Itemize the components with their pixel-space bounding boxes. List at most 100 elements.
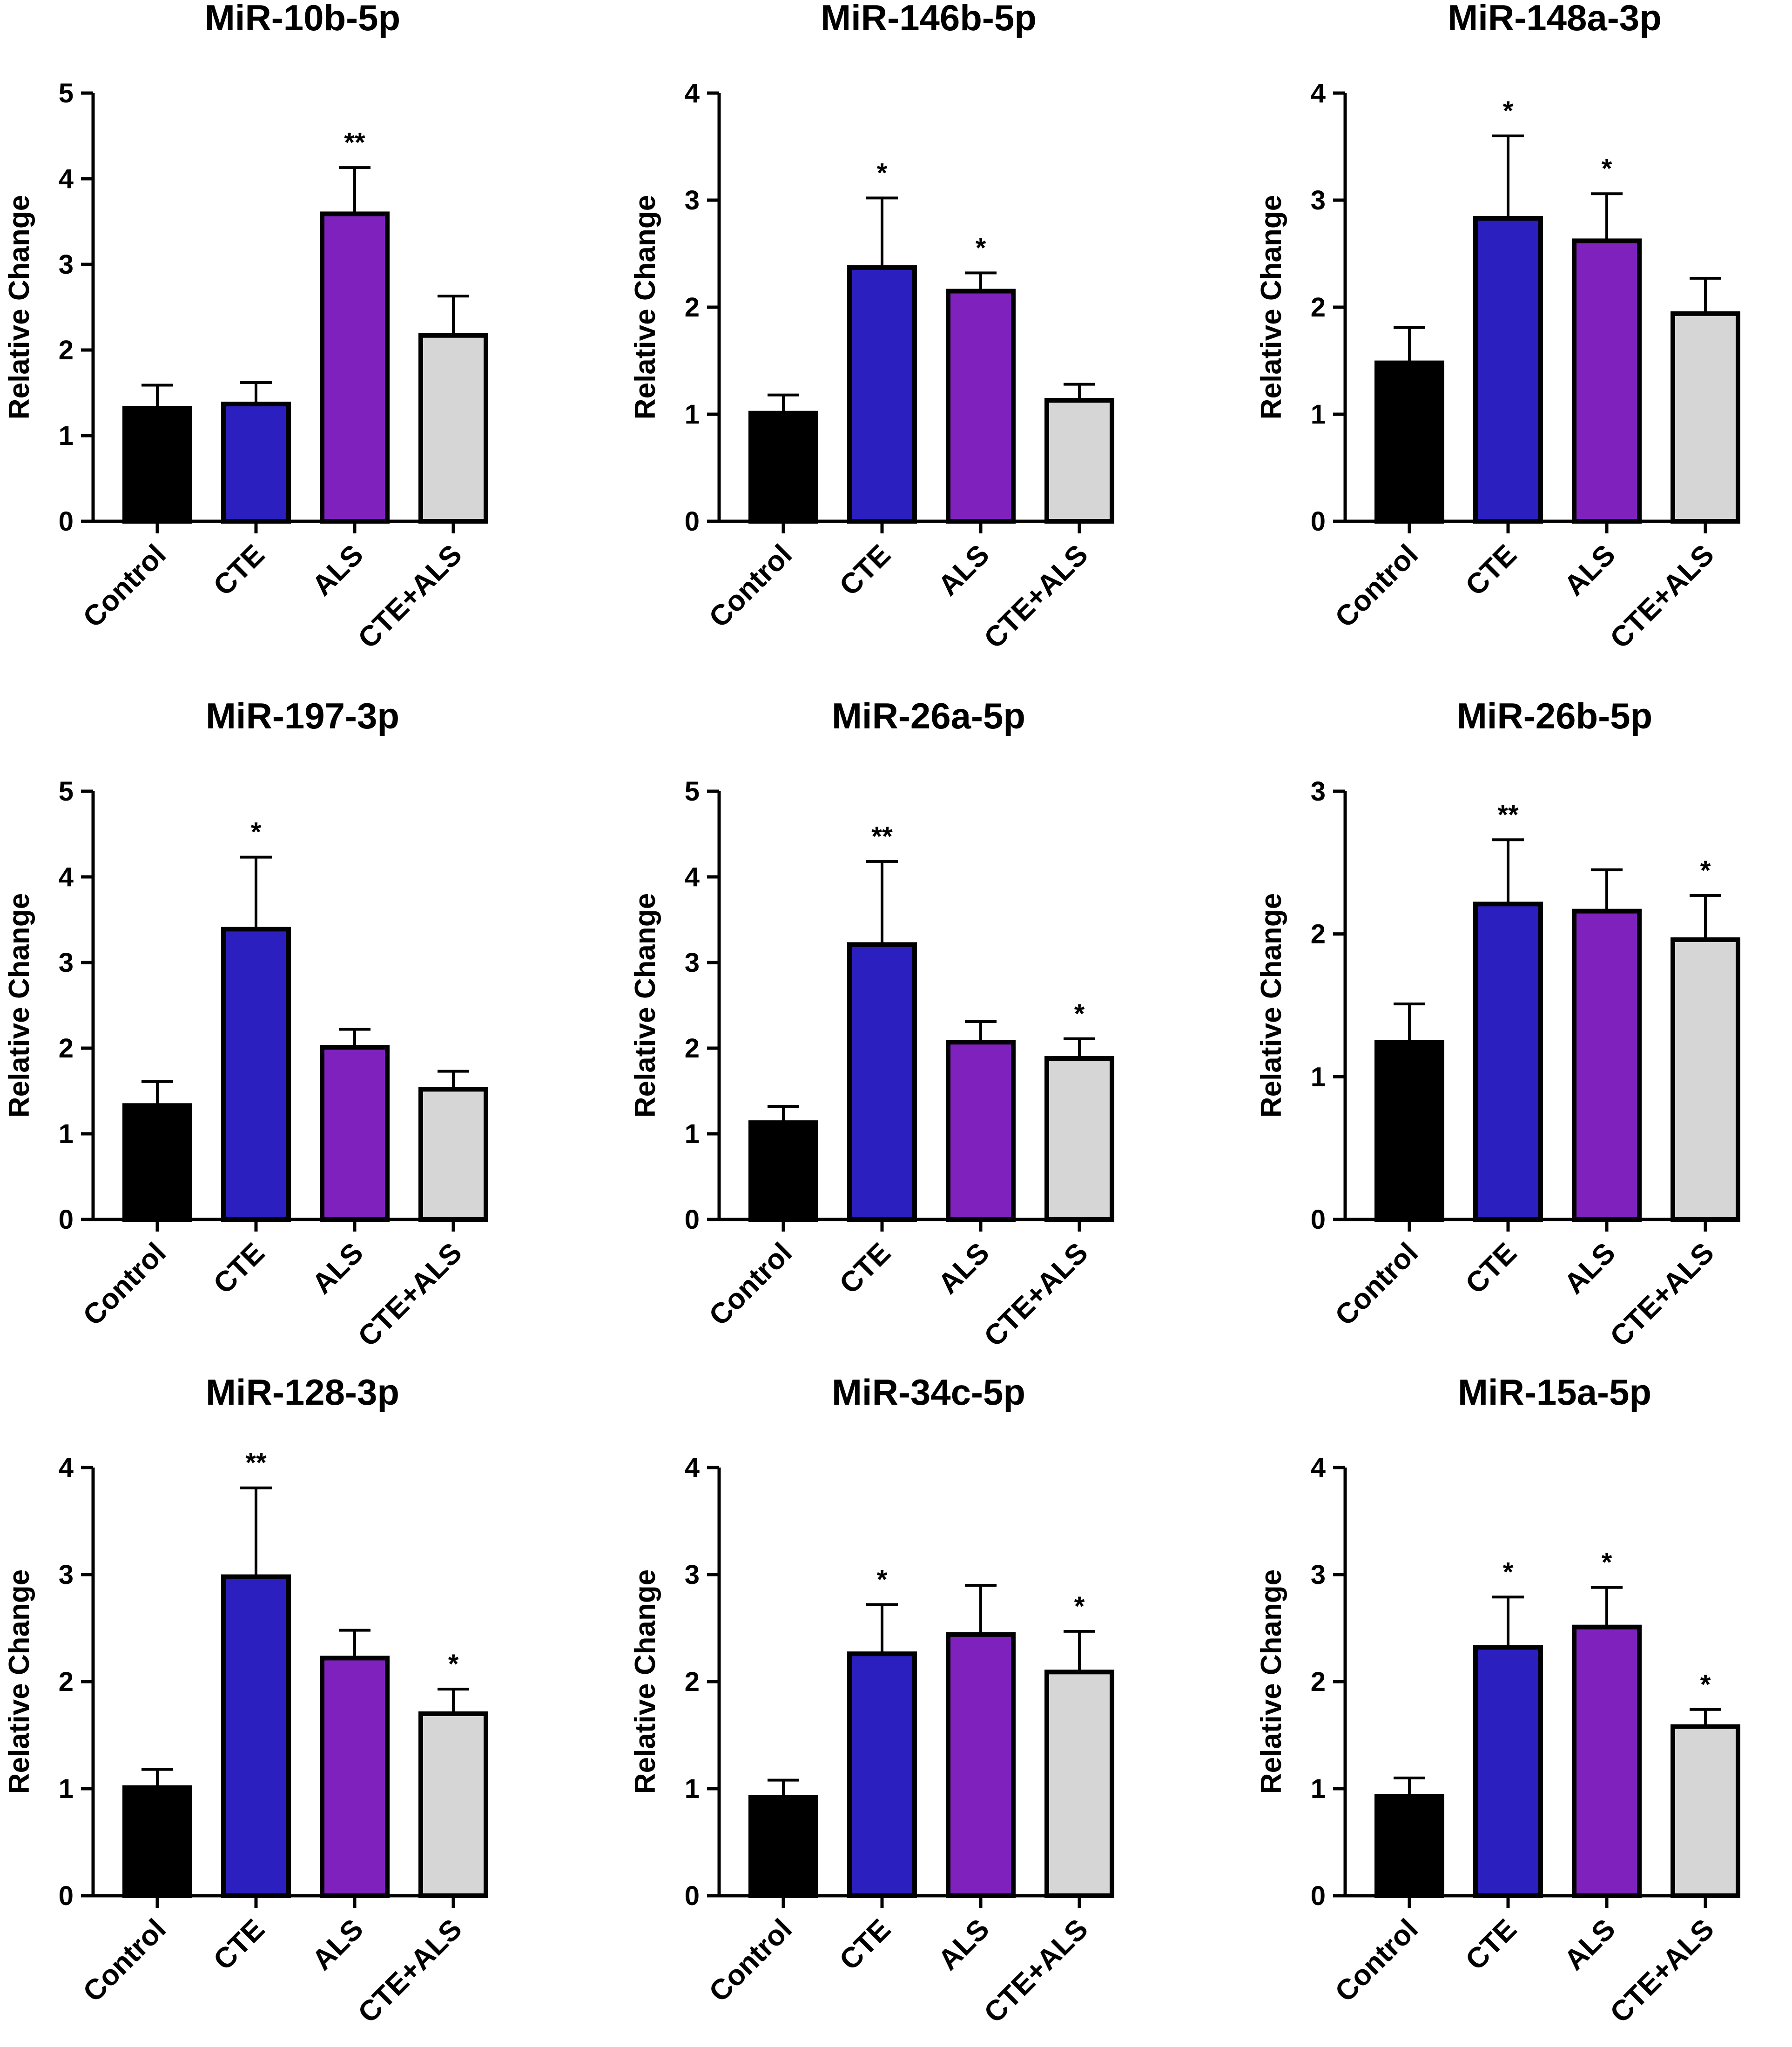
x-tick-label: Control [77,539,172,634]
significance-label: ** [344,128,365,158]
x-tick-label: ALS [932,1237,995,1300]
chart-title: MiR-128-3p [206,1372,399,1413]
y-tick-label: 0 [1311,1881,1326,1911]
y-tick-label: 4 [59,1453,74,1483]
chart-title: MiR-26a-5p [832,695,1025,736]
chart-panel: MiR-10b-5p 0 1 2 3 4 5 Relative Change Control CT… [3,0,488,655]
y-tick-label: 0 [59,506,74,537]
chart-title: MiR-26b-5p [1457,695,1652,736]
y-tick-label: 2 [59,335,74,365]
bar [320,1656,390,1899]
y-tick-label: 2 [685,1667,700,1697]
y-tick-label: 4 [685,1453,700,1483]
bar [1671,311,1740,524]
x-tick-label: CTE+ALS [352,1237,468,1353]
significance-label: * [1074,999,1085,1029]
y-axis-label: Relative Change [3,195,35,419]
y-tick-label: 2 [1311,292,1326,323]
x-tick-label: CTE+ALS [978,1237,1094,1353]
x-tick-label: ALS [306,539,369,602]
y-tick-label: 4 [685,862,700,892]
y-tick-label: 3 [1311,1560,1326,1590]
y-tick-label: 0 [59,1881,74,1911]
y-axis-label: Relative Change [629,1569,661,1794]
x-tick-label: CTE+ALS [978,1913,1094,2029]
x-tick-label: ALS [1558,1237,1621,1300]
bar [946,289,1016,524]
bar [122,1785,192,1899]
significance-label: * [448,1649,459,1679]
y-tick-label: 2 [685,1033,700,1064]
significance-label: * [251,817,262,848]
chart-title: MiR-34c-5p [832,1372,1025,1413]
bar [122,406,192,524]
y-tick-label: 5 [59,776,74,807]
y-tick-label: 2 [59,1667,74,1697]
x-tick-label: CTE [833,1237,896,1300]
bar [1572,909,1642,1222]
bar [847,1651,917,1898]
bar [320,1045,390,1222]
x-tick-label: CTE+ALS [1604,1237,1720,1353]
x-tick-label: CTE [207,1237,270,1300]
y-tick-label: 4 [1311,1453,1326,1483]
x-tick-label: ALS [306,1913,369,1976]
y-tick-label: 4 [59,164,74,194]
x-tick-label: CTE [1459,1913,1523,1976]
y-tick-label: 3 [1311,185,1326,215]
chart-title: MiR-146b-5p [821,0,1037,38]
y-tick-label: 1 [685,1119,700,1149]
bar [418,1711,488,1898]
x-tick-label: CTE+ALS [978,539,1094,655]
y-tick-label: 4 [1311,78,1326,108]
significance-label: * [1503,1557,1514,1587]
chart-title: MiR-15a-5p [1458,1372,1651,1413]
x-tick-label: Control [77,1913,172,2008]
y-tick-label: 3 [685,1560,700,1590]
bar [1473,1645,1543,1898]
significance-label: ** [871,821,893,852]
y-tick-label: 5 [59,78,74,108]
chart-panel: MiR-146b-5p 0 1 2 3 4 Relative Change Control * C… [629,0,1114,655]
chart-panel: MiR-148a-3p 0 1 2 3 4 Relative Change Control * C… [1255,0,1740,655]
x-tick-label: Control [77,1237,172,1332]
y-tick-label: 3 [1311,776,1326,807]
y-tick-label: 2 [59,1033,74,1064]
bar [1044,398,1114,524]
x-tick-label: CTE [207,539,270,602]
bar [1473,216,1543,524]
y-axis-label: Relative Change [629,893,661,1118]
y-tick-label: 1 [685,399,700,430]
bar [221,927,291,1222]
chart-panel: MiR-197-3p 0 1 2 3 4 5 Relative Change Control * C… [3,695,488,1353]
x-tick-label: ALS [306,1237,369,1300]
bar [1671,1724,1740,1898]
bar [847,265,917,524]
y-tick-label: 0 [685,1881,700,1911]
y-tick-label: 1 [59,421,74,451]
y-tick-label: 0 [685,506,700,537]
significance-label: * [877,1564,888,1595]
bar [748,1120,818,1222]
x-tick-label: CTE+ALS [1604,1913,1720,2029]
y-tick-label: 4 [59,862,74,892]
x-tick-label: Control [1329,539,1424,634]
x-tick-label: CTE [207,1913,270,1976]
bar [1374,1794,1444,1898]
x-tick-label: CTE [1459,539,1523,602]
y-tick-label: 3 [59,1560,74,1590]
x-tick-label: Control [703,1237,798,1332]
significance-label: * [877,158,888,188]
x-tick-label: Control [1329,1237,1424,1332]
bar [1572,238,1642,524]
y-tick-label: 1 [1311,1062,1326,1092]
bar [320,211,390,524]
y-tick-label: 3 [685,185,700,215]
bar [748,411,818,524]
y-tick-label: 1 [59,1119,74,1149]
bar [1374,1040,1444,1222]
chart-panel: MiR-26b-5p 0 1 2 3 Relative Change Control ** CT… [1255,695,1740,1353]
bar [1473,902,1543,1222]
bar [122,1103,192,1222]
y-tick-label: 1 [685,1774,700,1804]
